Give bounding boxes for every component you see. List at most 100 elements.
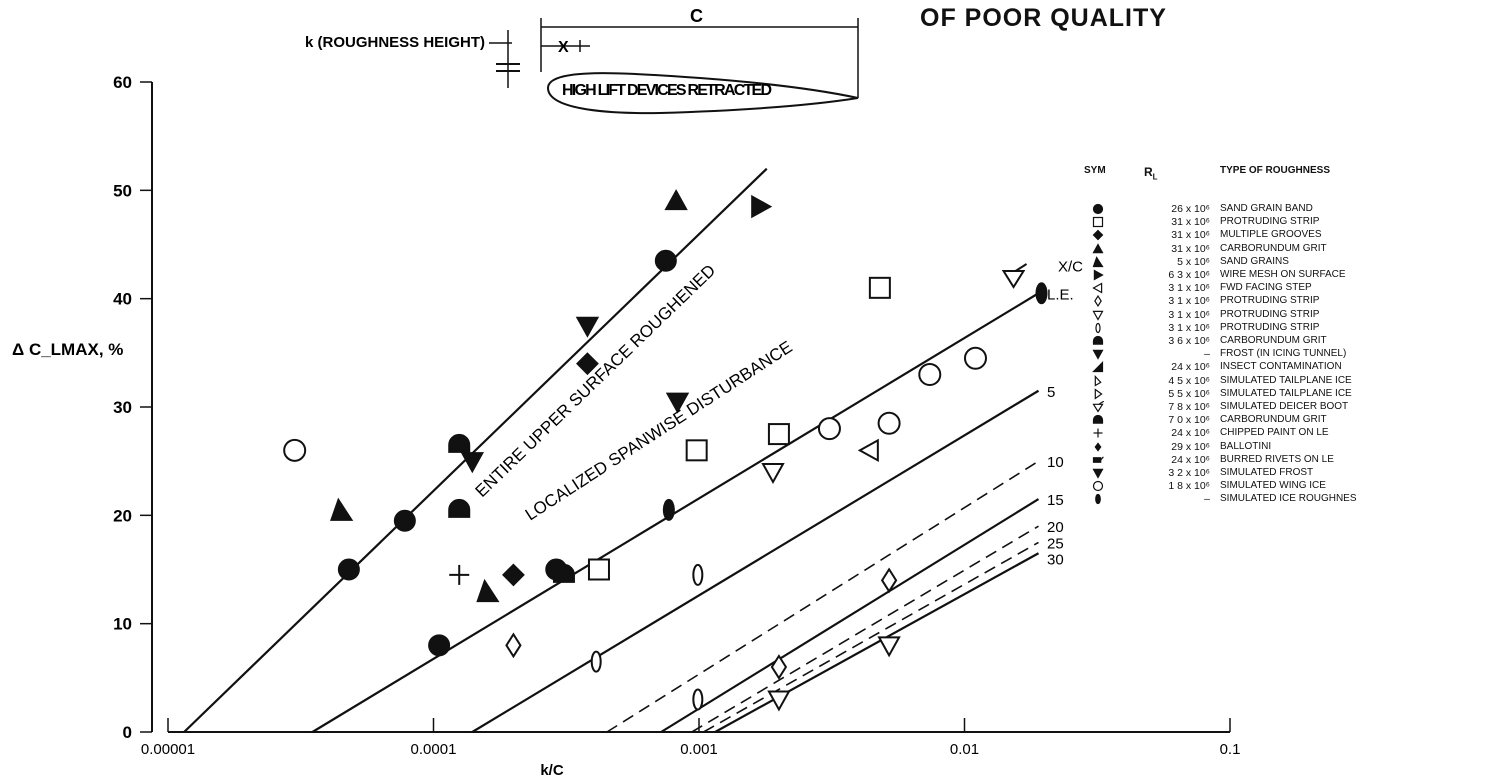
legend-symbol-triangle-down-open [1092,310,1104,321]
legend-type: FWD FACING STEP [1220,282,1312,294]
data-point-triangle-right-filled [751,194,773,219]
airfoil-diagram: k (ROUGHNESS HEIGHT) C X HIGH LIFT DEVIC… [305,6,859,115]
legend-rl: 5 5 x 10⁶ [1168,387,1210,400]
legend-row: – SIMULATED ICE ROUGHNES [1090,493,1495,505]
legend-type: SIMULATED ICE ROUGHNES [1220,493,1357,505]
legend-row: 31 x 10⁶ CARBORUNDUM GRIT [1090,243,1495,255]
legend-symbol-diamond-filled [1092,230,1104,241]
legend-type: BALLOTINI [1220,440,1272,452]
data-point-circle-filled [393,509,416,532]
chart-axes: 0.00001 0.0001 0.001 0.01 0.1 0 10 20 30 40 50 60 k/… [12,73,1240,779]
legend-row: 3 1 x 10⁶ PROTRUDING STRIP [1090,322,1495,334]
legend-rl: 31 x 10⁶ [1171,216,1210,229]
data-point-circle-filled [654,249,677,272]
y-tick-label: 50 [113,181,132,200]
legend-symbol-sand-grain [1092,255,1104,267]
legend-row: 3 6 x 10⁶ CARBORUNDUM GRIT [1090,335,1495,347]
legend-symbol-cross [1093,428,1103,438]
legend-rl: 7 8 x 10⁶ [1168,401,1210,413]
data-point-ellipse-open [590,650,602,673]
legend-row: 3 1 x 10⁶ PROTRUDING STRIP [1090,309,1495,321]
legend-type: SIMULATED DEICER BOOT [1220,401,1349,412]
legend-header-rl-main: R [1144,165,1153,179]
data-point-triangle-down-filled [665,392,690,414]
legend-row: 31 x 10⁶ MULTIPLE GROOVES [1090,229,1495,241]
legend-row: 31 x 10⁶ PROTRUDING STRIP [1090,216,1495,228]
legend-type: BURRED RIVETS ON LE [1220,453,1334,465]
data-point-sand-grain [476,578,500,603]
legend-rl: 3 1 x 10⁶ [1168,308,1210,321]
legend-symbol-deicer [1092,401,1105,413]
x-tick-label: 0.01 [950,741,979,758]
legend-type: FROST (IN ICING TUNNEL) [1220,348,1347,360]
line-label: 5 [1047,384,1055,401]
line-label: L.E. [1047,286,1074,303]
legend-symbol-square-open [1092,217,1104,228]
legend-rl: 6 3 x 10⁶ [1168,269,1210,281]
trend-line [183,167,768,733]
legend-rl: 24 x 10⁶ [1171,361,1210,374]
line-label: 30 [1047,552,1064,569]
legend-type: CHIPPED PAINT ON LE [1220,427,1329,439]
x-distance-label: X [558,39,569,56]
legend-symbol-triangle-down-filled [1092,468,1104,479]
legend-rl: 7 0 x 10⁶ [1168,414,1210,427]
legend-header-rl-sub: L [1152,172,1158,182]
legend-rl: 4 5 x 10⁶ [1168,374,1210,387]
legend-symbol-tailplane-b [1094,388,1103,400]
data-point-circle-open-large [877,411,901,435]
legend-type: SAND GRAINS [1220,255,1289,267]
legend-rl: 24 x 10⁶ [1171,453,1210,466]
legend-row: 6 3 x 10⁶ WIRE MESH ON SURFACE [1090,269,1495,281]
legend-rl: 24 x 10⁶ [1171,427,1210,440]
legend-header-sym: SYM [1084,165,1106,176]
legend-symbol-triangle-left-open [1092,282,1103,294]
legend-type: SIMULATED FROST [1220,467,1314,478]
x-tick-label: 0.1 [1220,741,1241,758]
legend-type: PROTRUDING STRIP [1220,308,1320,320]
legend-row: 1 8 x 10⁶ SIMULATED WING ICE [1090,480,1495,492]
data-point-triangle-down-open [877,636,901,658]
x-tick-label: 0.00001 [141,741,195,758]
data-point-ellipse-filled [662,498,675,521]
data-point-sand-grain [330,497,354,521]
legend-symbol-rivets [1092,456,1104,463]
legend-type: MULTIPLE GROOVES [1220,229,1322,241]
legend-symbol-diamond-open [1094,295,1102,308]
legend-type: PROTRUDING STRIP [1220,321,1320,333]
trend-line [471,389,1040,733]
legend-symbol-carb-grit [1092,415,1104,424]
legend-row: 5 x 10⁶ SAND GRAINS [1090,256,1495,268]
legend-rl: 3 1 x 10⁶ [1168,295,1210,308]
y-tick-label: 20 [113,506,132,525]
legend-header-type: TYPE OF ROUGHNESS [1220,165,1331,176]
data-point-carb-grit [448,498,471,518]
data-point-triangle-left-open [857,438,879,463]
data-points [283,189,1048,712]
trend-line [660,498,1040,733]
legend-row: 29 x 10⁶ BALLOTINI [1090,441,1495,453]
data-point-carb-grit [552,563,575,583]
roughness-height-label: k (ROUGHNESS HEIGHT) [305,34,485,51]
legend-row: 3 2 x 10⁶ SIMULATED FROST [1090,467,1495,479]
legend-row: 24 x 10⁶ CHIPPED PAINT ON LE [1090,427,1495,439]
data-point-square-open [767,423,790,446]
data-point-diamond-open [505,632,522,659]
data-point-triangle-filled [664,189,688,211]
legend-row: 24 x 10⁶ BURRED RIVETS ON LE [1090,454,1495,466]
y-tick-label: 10 [113,615,132,634]
legend-symbol-insect [1092,361,1104,373]
trend-line [606,460,1039,733]
legend-symbol-circle-open [1092,481,1104,492]
legend-row: 24 x 10⁶ INSECT CONTAMINATION [1090,361,1495,373]
data-point-diamond-filled [502,563,525,587]
legend-row: 26 x 10⁶ SAND GRAIN BAND [1090,203,1495,215]
trend-line [691,525,1039,733]
y-tick-label: 60 [113,73,132,92]
data-point-square-open [868,276,891,299]
legend-symbol-triangle-filled [1092,242,1104,253]
legend-rl: 3 6 x 10⁶ [1168,335,1210,347]
airfoil-label: HIGH LIFT DEVICES RETRACTED [562,82,772,99]
legend-symbol-diamond-small [1094,441,1102,452]
